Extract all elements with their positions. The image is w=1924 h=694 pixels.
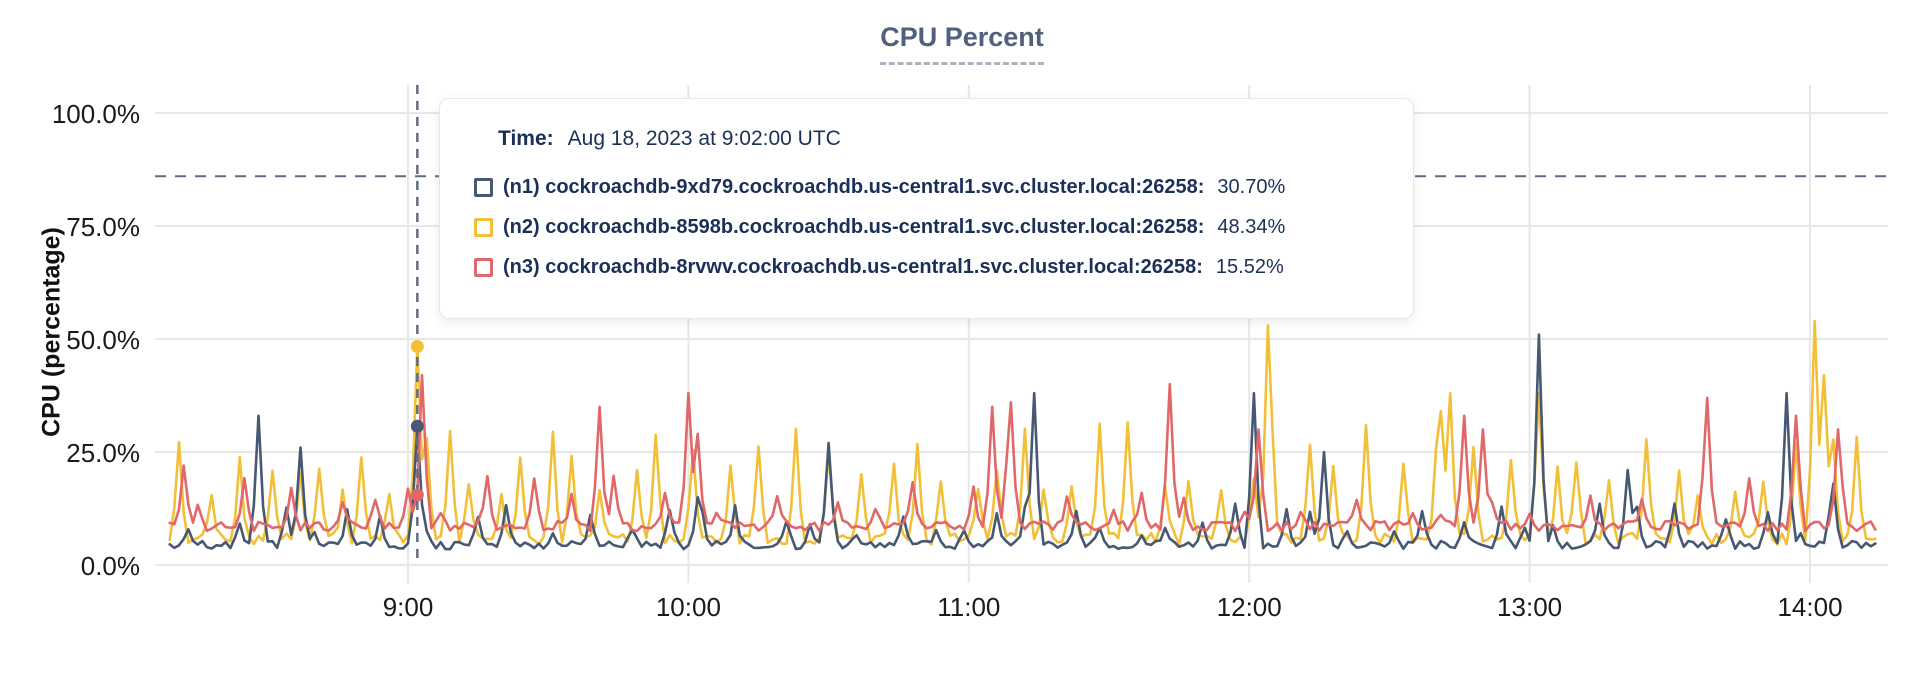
series-label-n1: (n1) cockroachdb-9xd79.cockroachdb.us-ce… — [503, 175, 1205, 198]
chart-header: CPU Percent — [0, 22, 1924, 65]
series-value-n3: 15.52% — [1215, 255, 1284, 278]
hover-point-n1 — [410, 419, 424, 433]
series-line-n1 — [168, 333, 1877, 551]
x-tick-label: 13:00 — [1497, 592, 1563, 622]
series-label-n2: (n2) cockroachdb-8598b.cockroachdb.us-ce… — [503, 215, 1205, 238]
tooltip-time-label: Time: — [498, 127, 554, 150]
series-value-n1: 30.70% — [1217, 175, 1286, 198]
series-label-n3: (n3) cockroachdb-8rvwv.cockroachdb.us-ce… — [503, 255, 1203, 278]
tooltip-series-row-n3: (n3) cockroachdb-8rvwv.cockroachdb.us-ce… — [474, 247, 1383, 287]
x-axis-ticks: 9:00 10:00 11:00 12:00 13:00 14:00 — [0, 592, 1924, 632]
tooltip-time-line: Time: Aug 18, 2023 at 9:02:00 UTC — [498, 127, 1383, 151]
hover-point-n3 — [410, 488, 424, 502]
y-tick-label: 100.0% — [51, 99, 140, 129]
x-tick-label: 10:00 — [655, 592, 721, 622]
series-line-n3 — [168, 373, 1877, 533]
tooltip-series-row-n2: (n2) cockroachdb-8598b.cockroachdb.us-ce… — [474, 207, 1383, 247]
series-swatch-n2 — [474, 217, 493, 237]
x-tick-label: 14:00 — [1777, 592, 1843, 622]
chart-tooltip: Time: Aug 18, 2023 at 9:02:00 UTC (n1) co… — [439, 98, 1414, 319]
y-axis-ticks: 0.0% 25.0% 50.0% 75.0% 100.0% — [0, 0, 144, 694]
x-tick-label: 9:00 — [382, 592, 434, 622]
hover-point-n2 — [410, 340, 424, 354]
series-swatch-n1 — [474, 177, 493, 197]
tooltip-series-row-n1: (n1) cockroachdb-9xd79.cockroachdb.us-ce… — [474, 167, 1383, 207]
tooltip-time-value: Aug 18, 2023 at 9:02:00 UTC — [567, 127, 841, 150]
series-value-n2: 48.34% — [1217, 215, 1286, 238]
x-tick-label: 11:00 — [937, 592, 1001, 622]
series-swatch-n3 — [474, 257, 493, 277]
y-tick-label: 50.0% — [66, 325, 140, 355]
y-tick-label: 25.0% — [66, 438, 140, 468]
y-tick-label: 0.0% — [80, 551, 140, 581]
y-tick-label: 75.0% — [66, 212, 140, 242]
chart-title[interactable]: CPU Percent — [880, 22, 1044, 65]
x-tick-label: 12:00 — [1216, 592, 1282, 622]
